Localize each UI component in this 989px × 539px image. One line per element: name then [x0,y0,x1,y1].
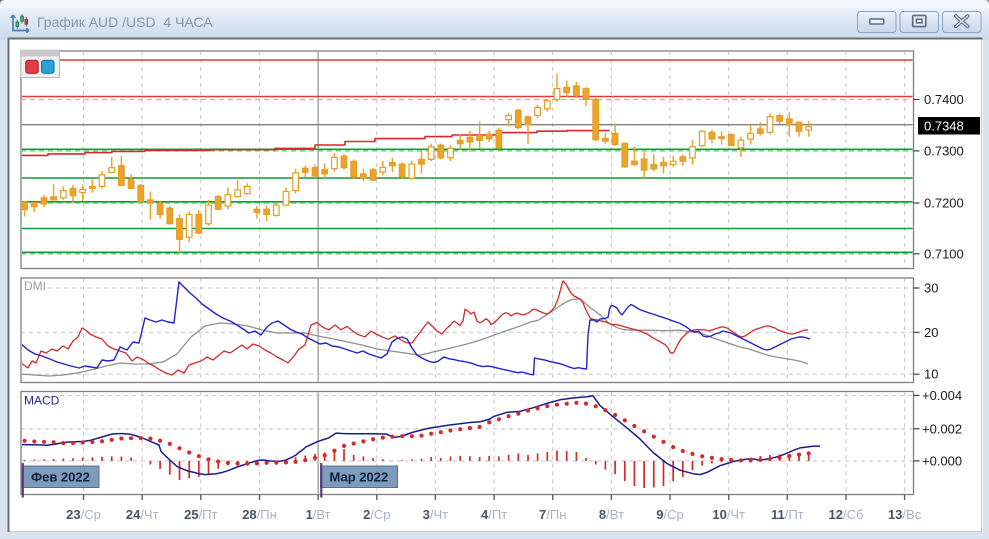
svg-text:11/Пт: 11/Пт [771,507,804,522]
svg-text:12/Сб: 12/Сб [829,507,864,522]
svg-text:График AUD /USD 4 ЧАСА: График AUD /USD 4 ЧАСА [37,14,213,30]
svg-text:13/Вс: 13/Вс [888,507,922,522]
svg-text:0.7100: 0.7100 [924,246,964,261]
svg-text:10: 10 [924,367,938,382]
svg-text:DMI: DMI [24,279,46,293]
svg-text:2/Ср: 2/Ср [363,507,390,522]
svg-text:30: 30 [924,281,938,296]
svg-text:+0.002: +0.002 [922,421,962,436]
svg-text:0.7400: 0.7400 [924,92,964,107]
svg-text:24/Чт: 24/Чт [126,507,159,522]
svg-text:25/Пт: 25/Пт [184,507,217,522]
svg-text:+0.004: +0.004 [922,388,962,403]
svg-text:7/Пн: 7/Пн [539,507,566,522]
svg-text:3/Чт: 3/Чт [423,507,449,522]
svg-text:0.7200: 0.7200 [924,196,964,211]
svg-text:8/Вт: 8/Вт [599,507,624,522]
svg-text:10/Чт: 10/Чт [712,507,745,522]
svg-text:Мар 2022: Мар 2022 [330,470,389,485]
svg-text:28/Пн: 28/Пн [242,507,277,522]
svg-text:0.7348: 0.7348 [924,119,964,134]
svg-text:23/Ср: 23/Ср [66,507,101,522]
svg-text:20: 20 [924,325,938,340]
svg-text:MACD: MACD [24,394,60,408]
svg-text:+0.000: +0.000 [922,453,962,468]
svg-text:9/Ср: 9/Ср [656,507,683,522]
svg-text:4/Пт: 4/Пт [481,507,507,522]
svg-text:1/Вт: 1/Вт [306,507,331,522]
svg-text:0.7300: 0.7300 [924,143,964,158]
svg-text:Фев 2022: Фев 2022 [31,470,90,485]
